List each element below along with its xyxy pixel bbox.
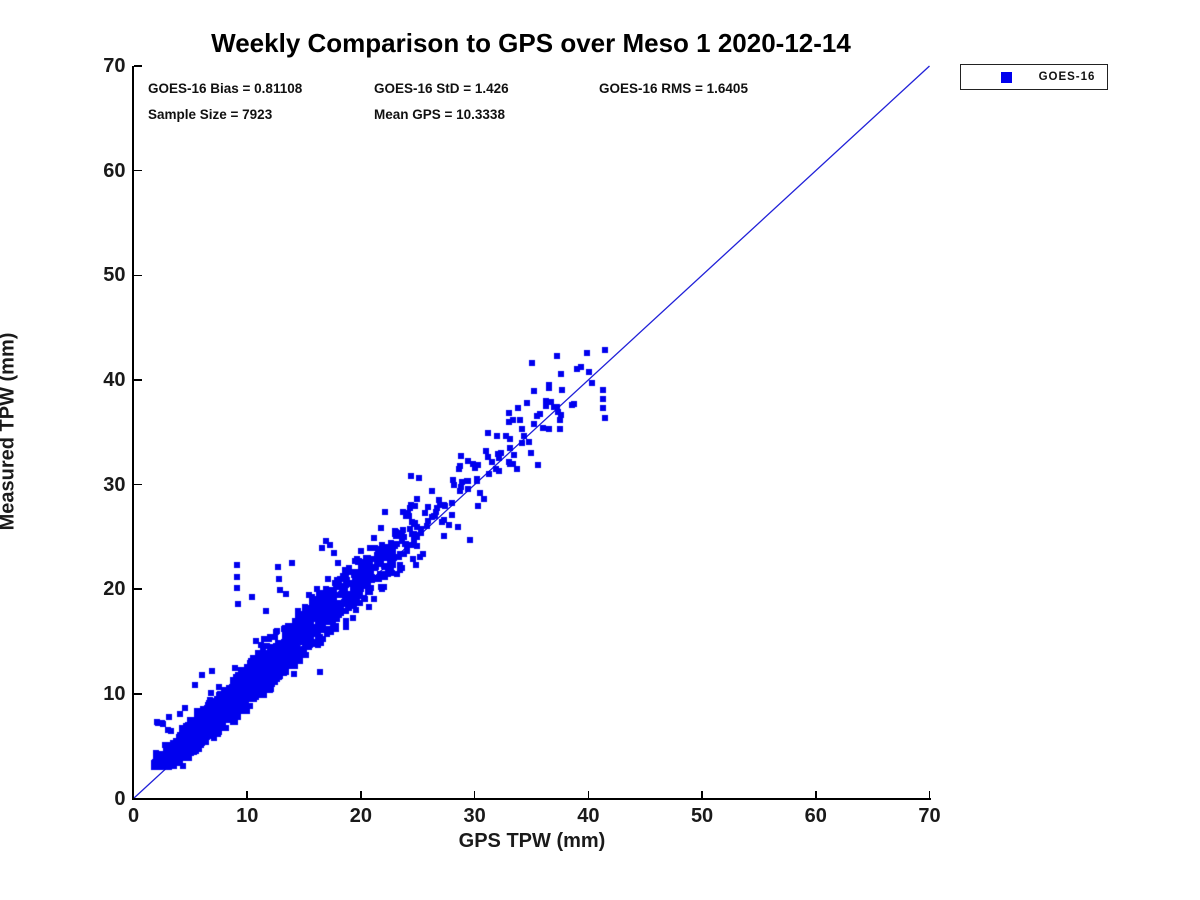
- x-tick-label: 40: [577, 805, 600, 827]
- x-tick-label: 70: [918, 805, 941, 827]
- x-tick-label: 20: [349, 805, 373, 827]
- y-tick: [133, 797, 142, 800]
- legend-label: GOES-16: [1038, 71, 1096, 83]
- y-tick-label: 50: [103, 264, 126, 287]
- y-tick-label: 60: [103, 159, 126, 182]
- y-tick: [133, 379, 142, 381]
- y-tick-label: 0: [114, 787, 126, 810]
- y-tick: [133, 693, 142, 695]
- y-tick-label: 40: [103, 368, 126, 391]
- y-tick-label: 70: [103, 55, 126, 77]
- y-tick: [133, 274, 142, 277]
- x-tick: [587, 790, 590, 799]
- y-axis-label: Measured TPW (mm): [0, 332, 19, 531]
- y-axis-line: [132, 66, 134, 800]
- x-axis-line: [132, 798, 931, 800]
- x-tick-label: 0: [127, 805, 140, 827]
- y-tick: [133, 65, 142, 67]
- x-tick: [473, 790, 476, 799]
- x-tick: [132, 790, 135, 799]
- legend-marker-square-icon: [1001, 72, 1012, 83]
- y-tick-label: 30: [103, 473, 126, 496]
- x-tick: [701, 790, 703, 799]
- x-tick: [360, 790, 362, 799]
- y-tick-label: 10: [103, 682, 126, 705]
- x-tick-label: 60: [804, 805, 827, 827]
- y-tick-label: 20: [103, 578, 126, 601]
- y-tick: [133, 588, 142, 590]
- x-tick-label: 30: [463, 805, 486, 827]
- x-tick-label: 50: [690, 805, 714, 827]
- x-axis-label: GPS TPW (mm): [458, 830, 606, 852]
- x-tick: [928, 790, 931, 799]
- x-tick: [246, 790, 248, 799]
- legend: GOES-16: [960, 64, 1108, 90]
- x-tick-label: 10: [236, 805, 259, 827]
- y-tick: [133, 483, 142, 486]
- x-tick: [815, 790, 817, 799]
- y-tick: [133, 169, 142, 172]
